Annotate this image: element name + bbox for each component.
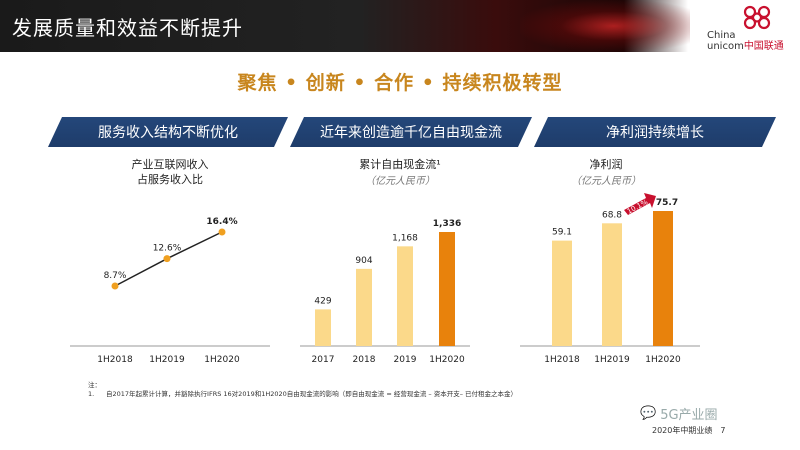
chart-3-tick-label: 1H2020 — [645, 355, 681, 365]
panel-3-title: 净利润 — [589, 158, 623, 171]
chart-3-data-label: 68.8 — [602, 210, 622, 220]
header-decoration — [520, 0, 690, 52]
watermark-text: 5G产业圈 — [660, 408, 718, 423]
chart-2-bar — [439, 232, 455, 346]
chart-2-bar — [315, 309, 331, 346]
chart-3-tick-label: 1H2019 — [594, 355, 630, 365]
footnote-text: 自2017年起累计计算，并豁除执行IFRS 16对2019和1H2020自由现金… — [106, 390, 518, 398]
chart-3-data-label: 59.1 — [552, 228, 572, 238]
panel-1-banner: 服务收入结构不断优化 — [48, 117, 288, 147]
chart-2-bar — [397, 246, 413, 346]
panel-1-title-line1: 产业互联网收入 — [131, 158, 209, 171]
chart-2-tick-label: 2018 — [353, 355, 376, 365]
chart-3-tick-label: 1H2018 — [544, 355, 580, 365]
header-bar — [0, 0, 800, 52]
panel-1-title: 产业互联网收入 占服务收入比 — [70, 157, 270, 187]
chart-1-point — [218, 228, 226, 236]
panel-3-unit: （亿元人民币） — [571, 176, 641, 187]
logo-text: China unicom中国联通 — [707, 30, 784, 52]
chart-1-tick-label: 1H2019 — [149, 355, 185, 365]
chart-1-point — [163, 255, 171, 263]
logo-line2: unicom — [707, 41, 744, 52]
footer-text: 2020年中期业绩 — [652, 426, 713, 435]
footer: 2020年中期业绩 7 — [652, 425, 725, 436]
chart-2-data-label: 1,336 — [433, 219, 461, 229]
panel-3-banner: 净利润持续增长 — [534, 117, 776, 147]
page-number: 7 — [720, 426, 726, 435]
unicom-knot-icon — [743, 5, 771, 30]
chart-2-bar — [356, 268, 372, 346]
chart-2-data-label: 429 — [314, 296, 331, 306]
wechat-icon: 💬 — [640, 406, 657, 421]
footnote: 注： 1. 自2017年起累计计算，并豁除执行IFRS 16对2019和1H202… — [88, 381, 517, 399]
chart-1-point — [111, 282, 119, 290]
slide-subtitle: 聚焦 • 创新 • 合作 • 持续积极转型 — [237, 72, 563, 94]
chart-3-data-label: 75.7 — [656, 198, 678, 208]
chart-2-tick-label: 2017 — [312, 355, 335, 365]
logo-line1: China — [707, 30, 736, 41]
chart-3-bar — [552, 240, 572, 346]
panel-2-unit: （亿元人民币） — [365, 176, 435, 187]
footnote-number: 1. — [88, 390, 95, 398]
chart-1-tick-label: 1H2020 — [204, 355, 240, 365]
panel-1-title-line2: 占服务收入比 — [137, 173, 203, 186]
watermark: 💬 5G产业圈 — [640, 404, 718, 423]
growth-arrow-icon — [624, 193, 656, 215]
chart-3-bar — [653, 211, 673, 346]
chart-1-data-label: 8.7% — [104, 271, 127, 281]
chart-1-data-label: 12.6% — [153, 244, 182, 254]
logo-cn: 中国联通 — [743, 41, 784, 52]
chart-1-tick-label: 1H2018 — [97, 355, 133, 365]
growth-badge-text: 10.1% — [626, 198, 650, 216]
chart-2-tick-label: 2019 — [394, 355, 417, 365]
chart-2-data-label: 1,168 — [392, 233, 418, 243]
chart-3-bar — [602, 223, 622, 346]
footnote-label: 注： — [88, 381, 101, 389]
panel-2-title: 累计自由现金流¹ — [359, 158, 441, 171]
chart-1-data-label: 16.4% — [206, 217, 237, 227]
page-title: 发展质量和效益不断提升 — [12, 16, 243, 40]
chart-2-tick-label: 1H2020 — [429, 355, 465, 365]
chart-2-data-label: 904 — [355, 256, 372, 266]
panel-2-banner: 近年来创造逾千亿自由现金流 — [290, 117, 532, 147]
